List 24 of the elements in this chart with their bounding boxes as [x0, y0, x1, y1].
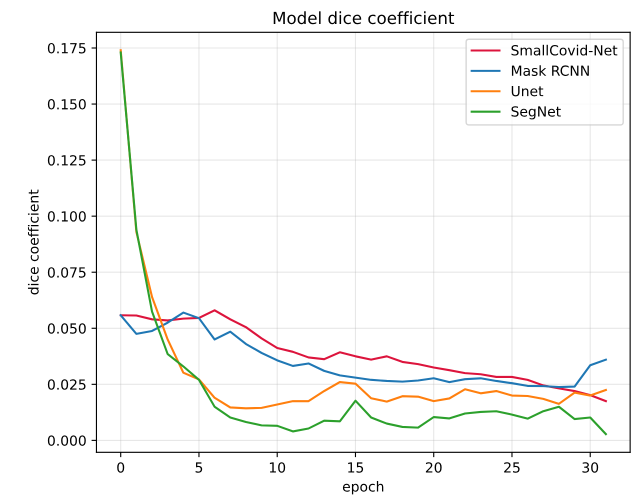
- y-tick-label: 0.025: [48, 379, 86, 390]
- y-axis-title: dice coefficient: [28, 190, 39, 294]
- x-tick-label: 25: [504, 462, 520, 473]
- x-tick-label: 15: [348, 462, 364, 473]
- y-tick-label: 0.150: [48, 99, 86, 110]
- y-tick-label: 0.000: [48, 435, 86, 446]
- legend-label: Unet: [512, 86, 544, 96]
- y-tick-label: 0.175: [48, 42, 86, 54]
- y-tick-label: 0.100: [48, 211, 86, 222]
- x-tick-label: 30: [582, 462, 598, 473]
- x-tick-label: 10: [270, 462, 286, 473]
- x-tick-label: 5: [196, 462, 202, 473]
- y-tick-label: 0.075: [48, 267, 86, 278]
- line-series: [120, 312, 607, 388]
- x-axis-title: epoch: [342, 480, 384, 494]
- legend-label: SmallCovid-Net: [511, 44, 618, 56]
- x-tick-label: 0: [117, 462, 124, 473]
- line-series: [120, 309, 607, 402]
- x-tick-label: 20: [426, 462, 442, 473]
- legend-label: Mask RCNN: [512, 65, 589, 76]
- legend-label: SegNet: [511, 106, 561, 120]
- y-tick-label: 0.125: [48, 155, 86, 166]
- y-tick-label: 0.050: [48, 323, 86, 334]
- chart-title: Model dice coefficient: [274, 11, 454, 24]
